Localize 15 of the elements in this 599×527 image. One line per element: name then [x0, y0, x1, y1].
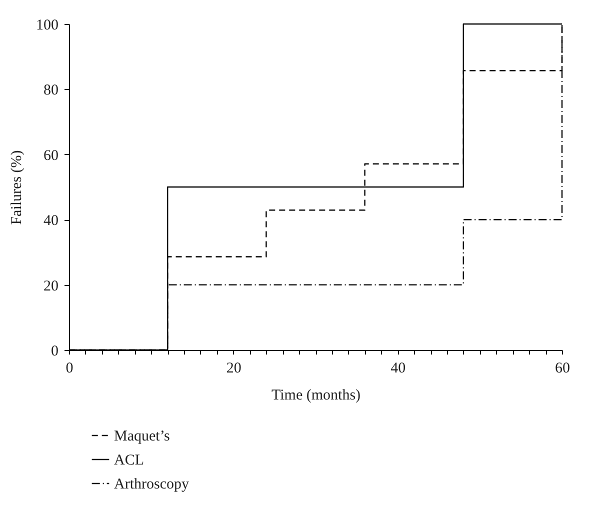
y-tick-label: 100 [36, 18, 58, 34]
x-tick-label: 20 [226, 360, 242, 376]
x-tick-label: 60 [555, 360, 570, 376]
y-axis-title: Failures (%) [9, 150, 25, 225]
x-tick-label: 40 [390, 360, 406, 376]
y-tick-label: 60 [44, 148, 58, 164]
legend-label: Arthroscopy [114, 476, 190, 492]
y-tick-label: 40 [44, 213, 58, 230]
x-tick-label: 0 [66, 360, 74, 376]
y-tick-label: 80 [44, 82, 58, 99]
legend-label: ACL [114, 452, 144, 468]
legend-label: Maquet’s [114, 428, 170, 444]
y-tick-label: 0 [51, 344, 58, 360]
y-tick-label: 20 [44, 278, 58, 294]
x-axis-title: Time (months) [271, 388, 361, 404]
